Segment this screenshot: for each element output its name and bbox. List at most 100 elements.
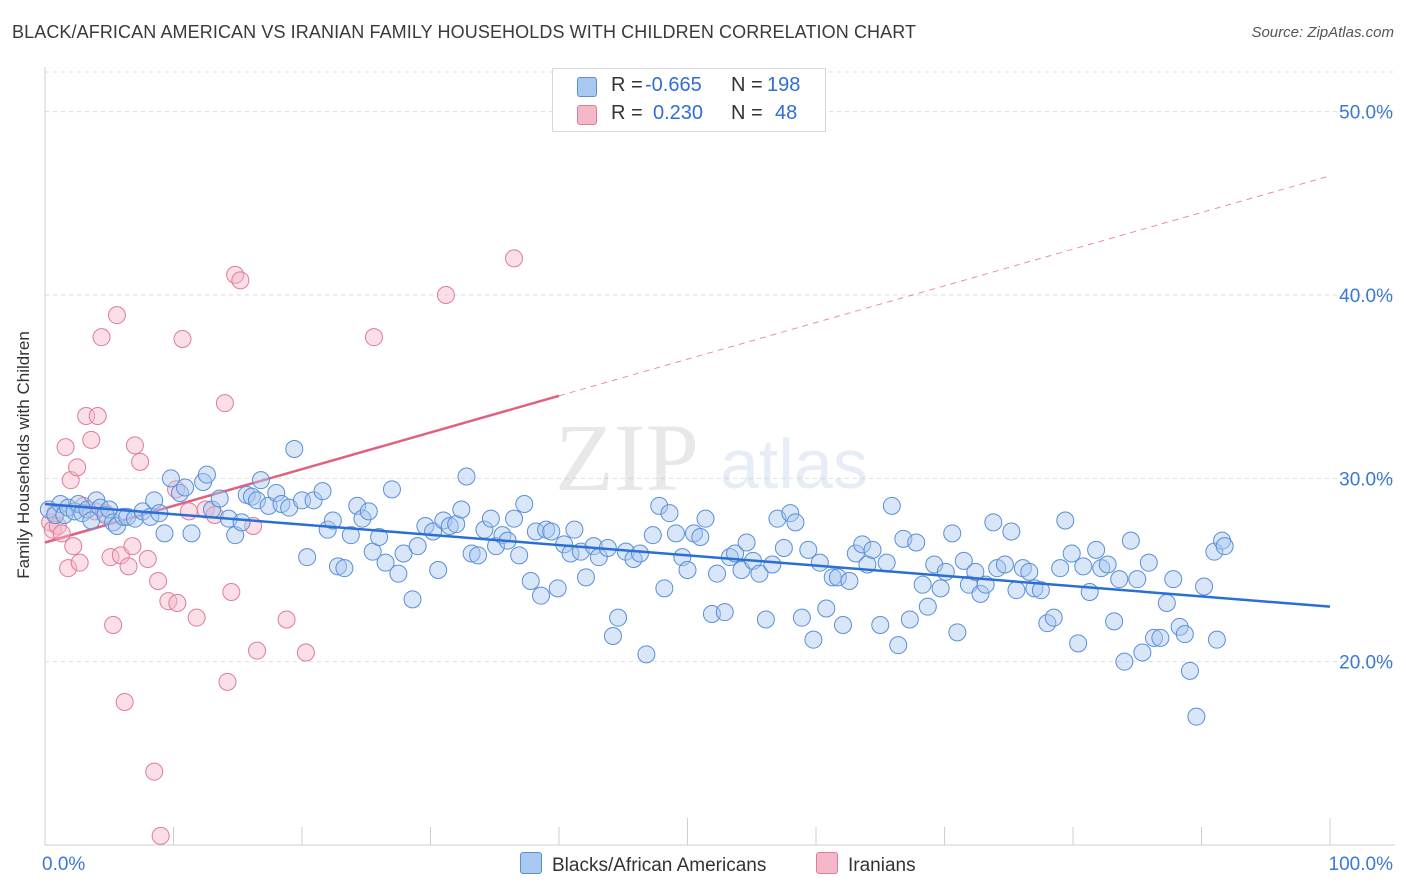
iranian-point xyxy=(88,407,107,425)
blacks-point xyxy=(1144,628,1163,647)
blacks-point xyxy=(1121,531,1140,550)
blacks-point xyxy=(565,520,584,539)
blacks-point xyxy=(251,471,270,490)
iranian-point xyxy=(82,430,101,449)
iranian-point xyxy=(68,458,87,477)
iranian-point xyxy=(131,452,150,471)
iranian-point xyxy=(119,557,138,576)
legend-r-value: 0.230 xyxy=(653,102,704,124)
legend-r-value: -0.665 xyxy=(645,74,702,96)
blacks-point xyxy=(505,509,524,528)
blacks-point xyxy=(1007,581,1026,600)
blacks-point xyxy=(804,630,823,649)
blacks-point xyxy=(267,484,286,502)
blacks-point xyxy=(966,562,985,581)
blacks-point xyxy=(323,511,342,530)
tick-labels: 20.0% 30.0% 40.0% 50.0% 0.0% 100.0% xyxy=(42,103,1393,875)
blacks-point xyxy=(313,482,332,501)
iranian-point xyxy=(277,610,296,629)
blacks-point xyxy=(840,572,859,590)
bottom-legend-label-iranians: Iranians xyxy=(848,855,916,876)
x-tick-label-min: 0.0% xyxy=(42,854,85,875)
blacks-point xyxy=(73,504,92,523)
blacks-point xyxy=(737,533,756,552)
blacks-point xyxy=(298,548,317,567)
blacks-point xyxy=(931,579,950,598)
blacks-point xyxy=(155,524,174,543)
blacks-point xyxy=(810,553,829,572)
y-tick-label: 20.0% xyxy=(1339,653,1393,674)
blacks-point xyxy=(394,544,413,563)
blacks-point xyxy=(1207,630,1226,649)
legend-n-label: N = xyxy=(731,74,763,96)
blacks-point xyxy=(1044,608,1063,627)
blacks-point xyxy=(576,568,595,587)
blacks-point xyxy=(328,557,347,576)
blacks-trend xyxy=(44,502,1331,608)
blacks-point xyxy=(1098,555,1117,574)
blacks-point xyxy=(678,561,697,579)
iranian-point xyxy=(248,641,267,660)
iranians-trend-solid xyxy=(44,394,560,544)
blacks-point xyxy=(1195,577,1214,596)
blacks-point xyxy=(943,524,962,543)
iranian-point xyxy=(231,271,250,290)
blacks-point xyxy=(341,526,360,545)
y-axis-label: Family Households with Children xyxy=(14,331,33,579)
blacks-point xyxy=(799,540,818,559)
bottom-legend-iranians: Iranians xyxy=(816,852,916,877)
iranian-point xyxy=(179,502,198,521)
iranian-point xyxy=(59,559,78,578)
blacks-point xyxy=(603,627,622,645)
y-tick-label: 40.0% xyxy=(1339,286,1393,307)
blacks-point xyxy=(462,544,481,563)
legend-row-blacks: R = -0.665 N = 198 xyxy=(553,71,825,101)
blacks-point xyxy=(786,513,805,532)
iranians-trend xyxy=(44,175,1331,544)
legend-r-label: R = xyxy=(611,102,643,124)
blacks-point xyxy=(210,489,229,508)
x-tick-label-max: 100.0% xyxy=(1329,854,1394,875)
blacks-point xyxy=(971,584,990,603)
iranian-point xyxy=(505,249,524,268)
iranian-point xyxy=(52,524,71,543)
blacks-point xyxy=(408,537,427,556)
blacks-point xyxy=(655,579,674,598)
blacks-point xyxy=(170,484,189,502)
blacks-point xyxy=(182,524,201,543)
blacks-point xyxy=(918,597,937,616)
blacks-point xyxy=(691,528,710,546)
blacks-point xyxy=(481,509,500,528)
blacks-point xyxy=(817,599,836,618)
blacks-point xyxy=(1164,570,1183,589)
blacks-point xyxy=(487,537,506,556)
iranian-point xyxy=(92,328,111,347)
blacks-point xyxy=(1151,628,1170,647)
blacks-point xyxy=(907,533,926,552)
blacks-point xyxy=(335,559,354,578)
blacks-point xyxy=(630,544,649,563)
blacks-point xyxy=(871,616,890,634)
blacks-point xyxy=(242,487,261,506)
blacks-point xyxy=(763,555,782,574)
iranian-point xyxy=(107,306,126,325)
blacks-point xyxy=(1062,544,1081,563)
iranian-point xyxy=(56,438,75,457)
blacks-point xyxy=(304,491,323,510)
blacks-point xyxy=(708,564,727,583)
blacks-point xyxy=(1187,707,1206,726)
blacks-point xyxy=(889,636,908,655)
blacks-point xyxy=(1128,570,1147,589)
y-tick-label: 30.0% xyxy=(1339,469,1393,490)
blacks-point xyxy=(1110,570,1129,589)
blacks-point xyxy=(197,465,216,484)
iranian-point xyxy=(215,394,234,413)
legend-swatch-blacks xyxy=(577,77,597,97)
blacks-point xyxy=(370,528,389,546)
blacks-point xyxy=(948,623,967,642)
blacks-point xyxy=(1180,661,1199,680)
blacks-point xyxy=(107,517,126,535)
blacks-point xyxy=(542,522,561,541)
blacks-point xyxy=(469,546,488,565)
